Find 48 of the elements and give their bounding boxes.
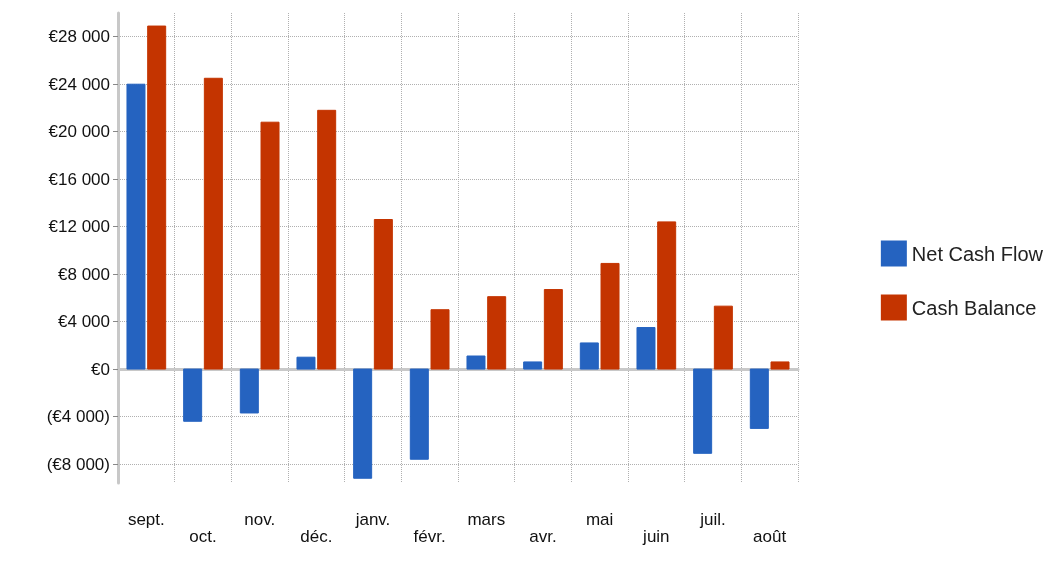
- bar: [636, 327, 656, 370]
- bar: [430, 309, 450, 370]
- y-tick-label: €16 000: [48, 169, 110, 189]
- x-tick-label: mars: [467, 510, 506, 529]
- x-tick-label: sept.: [127, 510, 165, 529]
- bar: [126, 83, 146, 370]
- bar: [183, 368, 203, 422]
- bar: [409, 368, 429, 460]
- bar: [373, 219, 393, 370]
- x-tick-label: oct.: [189, 527, 217, 546]
- y-tick-label: (€4 000): [46, 407, 110, 427]
- bar: [600, 262, 620, 370]
- bar: [523, 361, 543, 370]
- y-tick-label: €0: [91, 359, 110, 379]
- bar: [203, 77, 223, 370]
- x-tick-label: juin: [642, 527, 670, 546]
- bar: [749, 368, 769, 429]
- bar: [260, 121, 280, 370]
- y-tick-label: €4 000: [58, 312, 110, 332]
- x-tick-label: avr.: [529, 527, 557, 546]
- bar: [317, 109, 337, 370]
- y-tick-label: €24 000: [48, 74, 110, 94]
- bar: [296, 356, 316, 370]
- x-tick-label: août: [753, 527, 787, 546]
- x-tick-label: déc.: [300, 527, 333, 546]
- x-tick-label: juil.: [699, 510, 726, 529]
- bar: [713, 305, 733, 370]
- y-tick-label: €20 000: [48, 122, 110, 142]
- x-tick-label: nov.: [244, 510, 276, 529]
- bar: [466, 355, 486, 370]
- bar: [239, 368, 259, 414]
- bar: [693, 368, 713, 454]
- y-tick-label: €8 000: [58, 264, 110, 284]
- y-tick-label: €12 000: [48, 217, 110, 237]
- y-tick-label: €28 000: [48, 27, 110, 47]
- bar: [579, 342, 599, 370]
- bar: [770, 361, 790, 370]
- x-tick-label: janv.: [354, 510, 391, 529]
- bar: [487, 296, 507, 370]
- bar: [353, 368, 373, 479]
- x-tick-label: mai: [585, 510, 614, 529]
- bar: [657, 221, 677, 370]
- y-tick-label: (€8 000): [46, 454, 110, 474]
- bar: [147, 25, 167, 370]
- legend-label: Net Cash Flow: [911, 242, 1044, 265]
- x-tick-label: févr.: [413, 527, 446, 546]
- legend-label: Cash Balance: [911, 296, 1037, 319]
- bar: [543, 289, 563, 370]
